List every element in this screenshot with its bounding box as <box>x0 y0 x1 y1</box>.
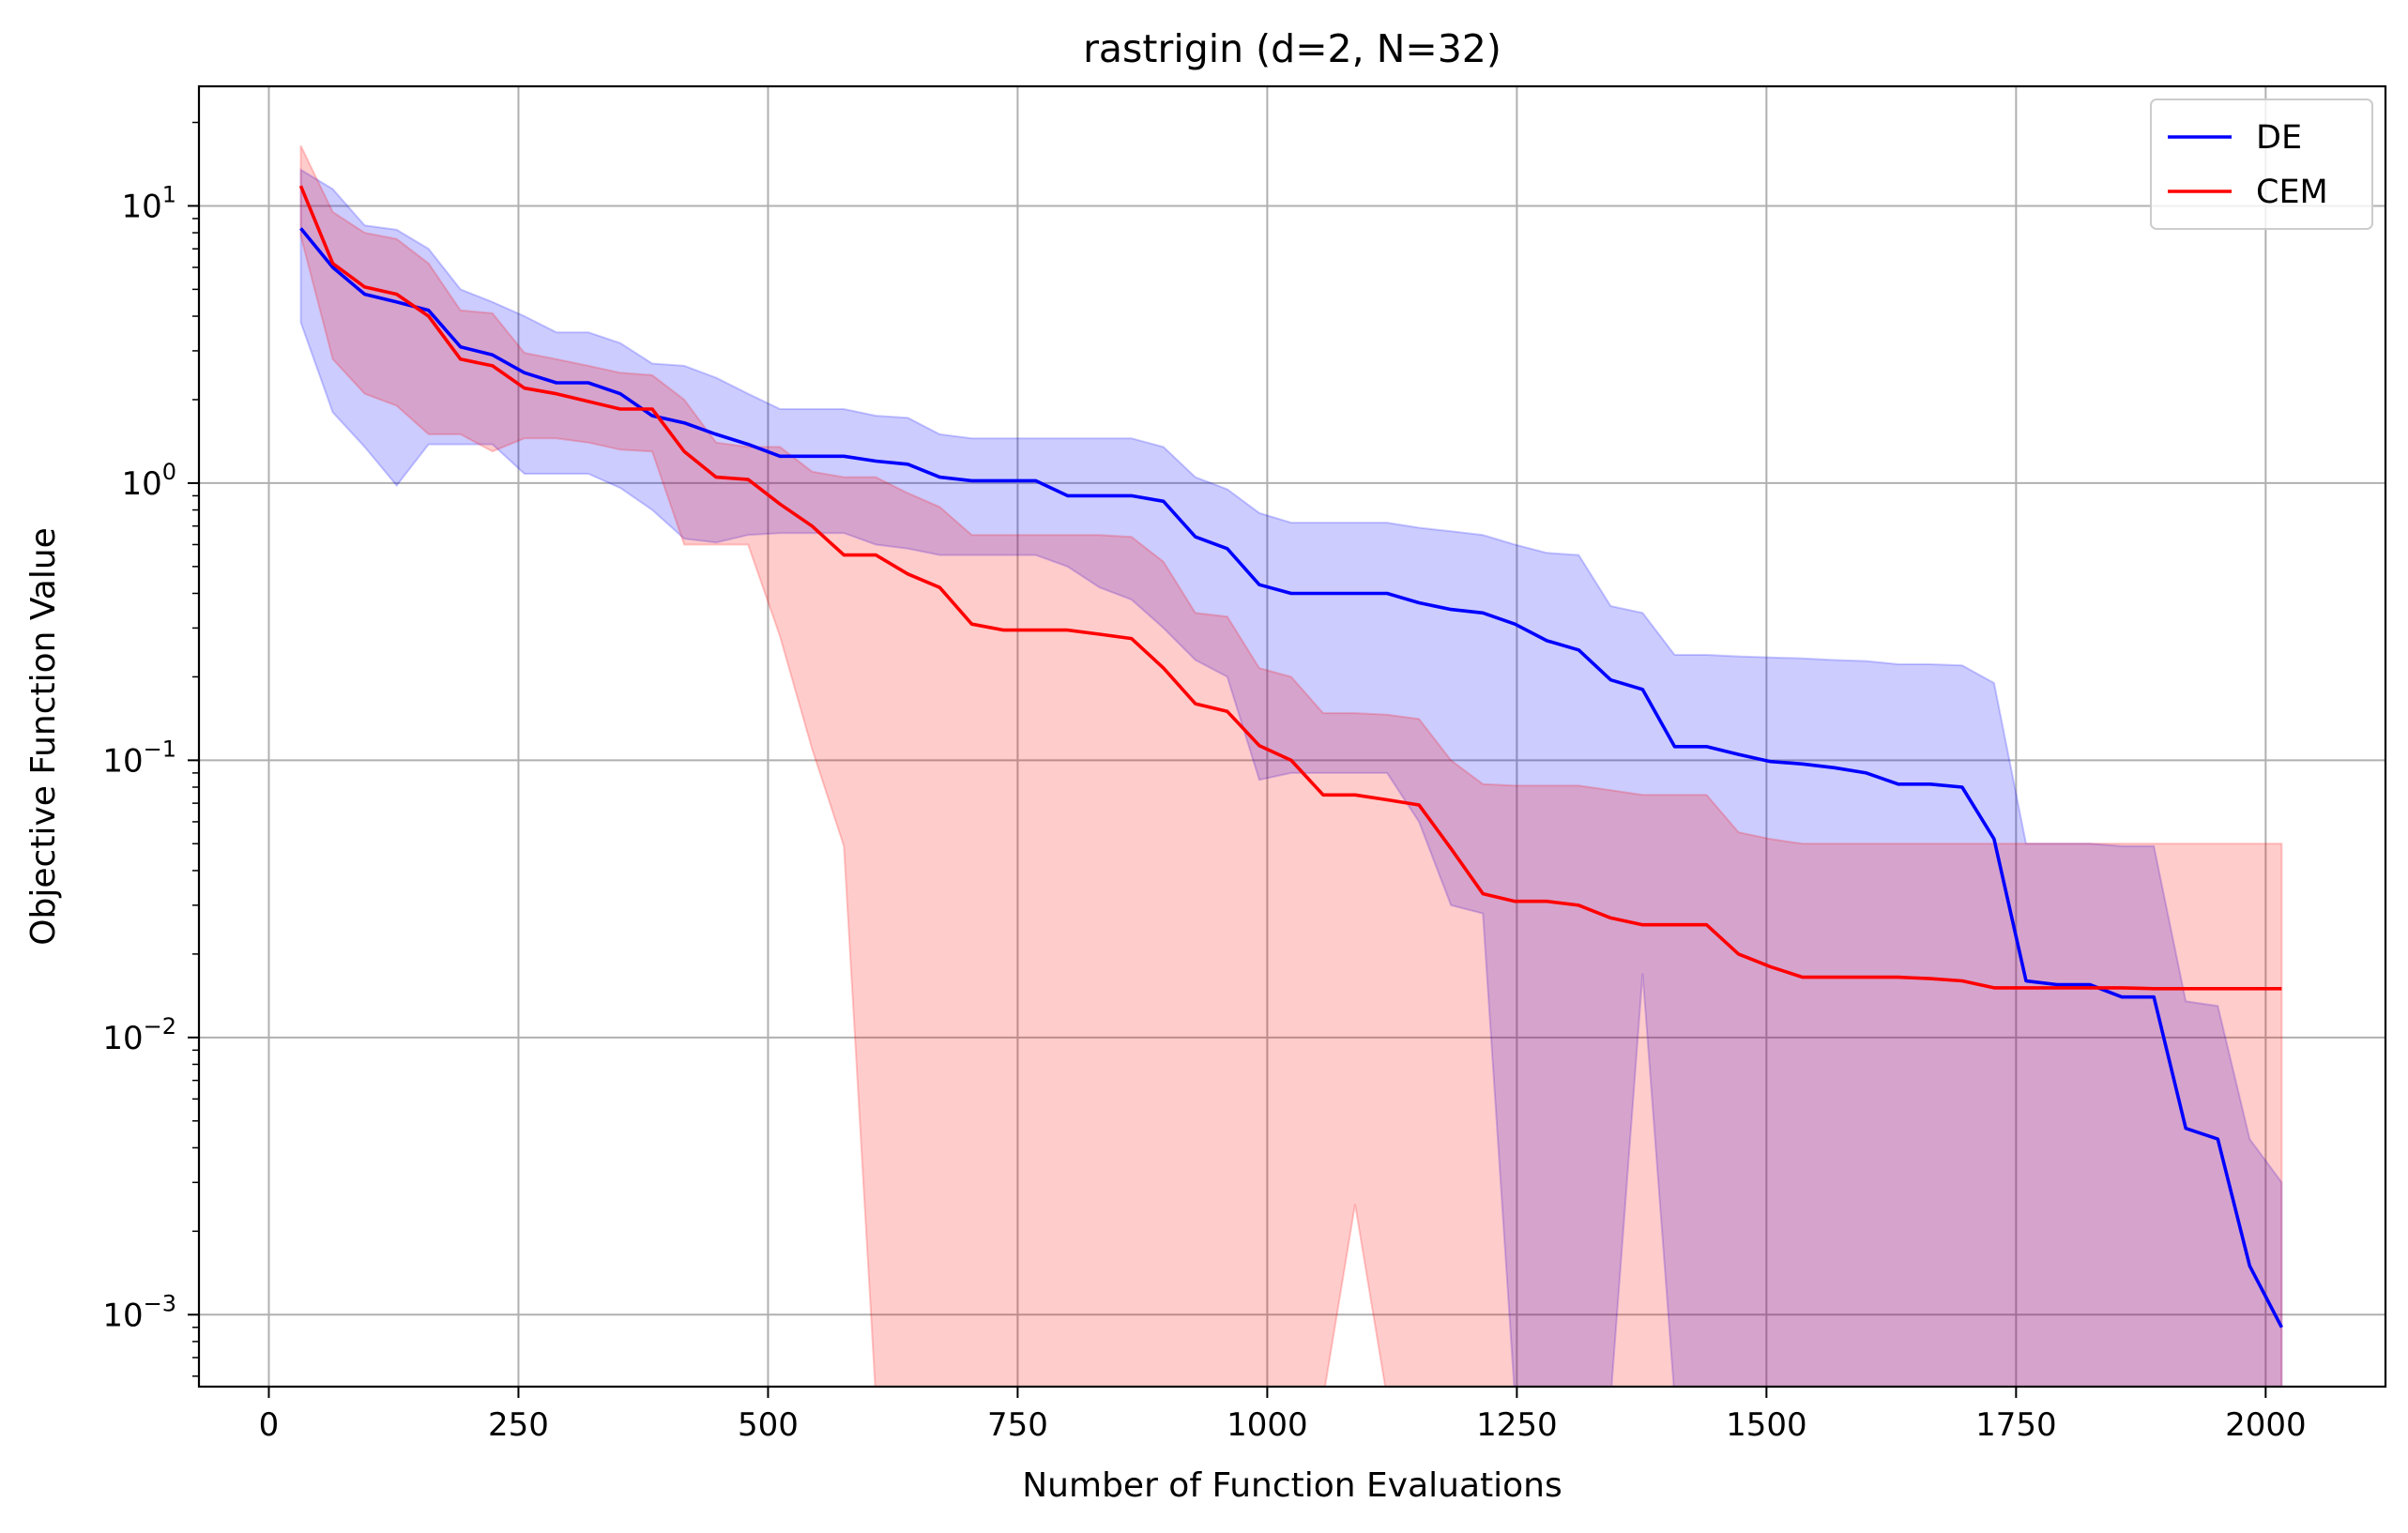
x-axis-title: Number of Function Evaluations <box>1022 1466 1562 1505</box>
legend: DE CEM <box>2150 99 2373 230</box>
line-cem <box>298 185 2282 991</box>
axis-ticks: 0 250 500 750 1000 1250 1500 1750 2000 10−3 10−2 10… <box>102 121 2307 1444</box>
y-tick-label: 10−2 <box>102 1013 176 1057</box>
y-tick-label: 101 <box>121 181 176 225</box>
x-tick-label: 1500 <box>1726 1406 1807 1444</box>
legend-label-cem: CEM <box>2256 174 2328 211</box>
plot-area-frame <box>197 84 2387 1389</box>
y-tick-label: 10−3 <box>102 1290 176 1334</box>
x-tick-label: 1750 <box>1975 1406 2057 1444</box>
legend-box <box>2150 99 2373 230</box>
line-de <box>299 227 2283 1328</box>
x-tick-label: 750 <box>987 1406 1048 1444</box>
series-lines <box>298 185 2283 1328</box>
band-cem <box>299 144 2283 1387</box>
y-axis-title: Objective Function Value <box>24 527 63 946</box>
x-tick-label: 1000 <box>1227 1406 1308 1444</box>
y-tick-label: 100 <box>121 459 176 503</box>
legend-label-de: DE <box>2256 119 2302 157</box>
band-de <box>299 168 2283 1387</box>
y-tick-label: 10−1 <box>102 736 176 780</box>
x-tick-label: 1250 <box>1476 1406 1558 1444</box>
x-tick-label: 0 <box>259 1406 280 1444</box>
shaded-bands <box>299 144 2283 1387</box>
chart-title: rastrigin (d=2, N=32) <box>1083 26 1501 71</box>
x-tick-label: 250 <box>488 1406 549 1444</box>
x-tick-label: 500 <box>738 1406 799 1444</box>
x-tick-label: 2000 <box>2225 1406 2307 1444</box>
grid <box>199 86 2385 1387</box>
